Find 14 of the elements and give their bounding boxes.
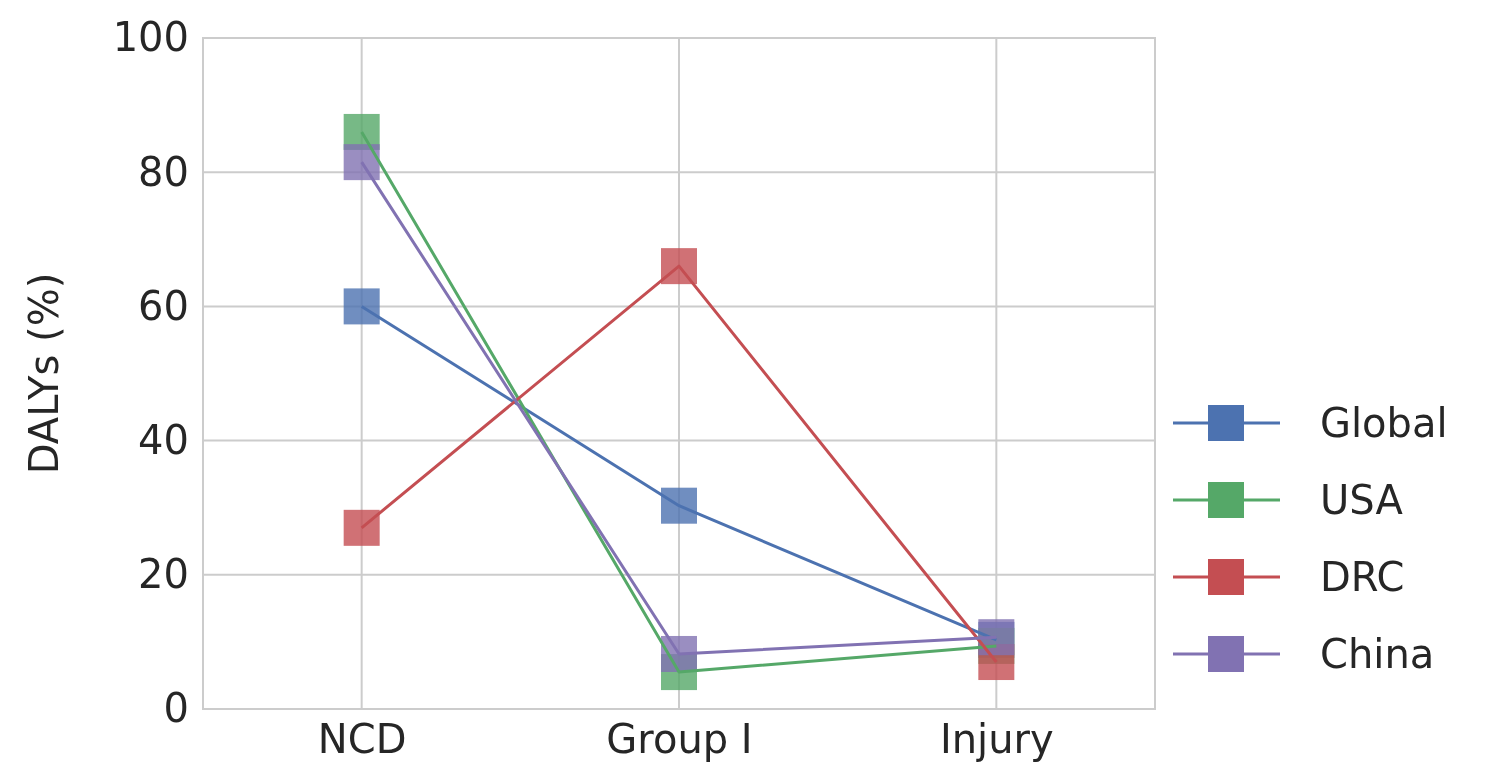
y-tick-label: 60	[138, 282, 189, 329]
y-tick-label: 40	[138, 416, 189, 463]
x-tick-label: Group I	[606, 716, 753, 763]
x-tick-label: Injury	[939, 716, 1054, 763]
legend-label: USA	[1320, 477, 1404, 523]
legend-label: DRC	[1320, 554, 1405, 600]
legend-label: China	[1320, 631, 1435, 677]
y-tick-label: 80	[138, 148, 189, 195]
y-axis-title: DALYs (%)	[21, 272, 67, 475]
x-tick-label: NCD	[317, 716, 407, 763]
y-tick-label: 20	[138, 551, 189, 598]
y-tick-label: 100	[112, 14, 189, 61]
y-tick-label: 0	[163, 685, 189, 732]
legend-label: Global	[1320, 400, 1448, 446]
